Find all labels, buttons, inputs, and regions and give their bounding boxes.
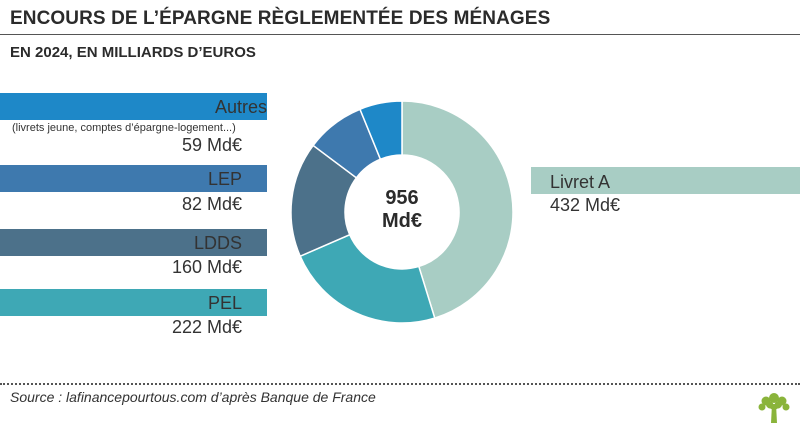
title-divider [0, 34, 800, 35]
chart-subtitle: EN 2024, EN MILLIARDS D’EUROS [10, 44, 256, 61]
chart-title: ENCOURS DE L’ÉPARGNE RÈGLEMENTÉE DES MÉN… [10, 8, 551, 29]
donut-slice-pel [299, 233, 436, 324]
total-value: 956 [385, 187, 419, 209]
value-pel: 222 Md€ [171, 317, 242, 337]
total-unit: Md€ [382, 210, 422, 232]
value-ldds: 160 Md€ [171, 257, 242, 277]
footer-divider [0, 383, 800, 385]
source-note: Source : lafinancepourtous.com d’après B… [10, 389, 376, 405]
donut-center-total: 956 Md€ [352, 187, 452, 233]
label-lep: LEP [207, 169, 242, 189]
label-livret-a: Livret A [550, 172, 611, 192]
label-autres: Autres [214, 97, 267, 117]
band-lep [0, 165, 267, 192]
band-pel [0, 289, 267, 316]
value-livret-a: 432 Md€ [550, 195, 621, 215]
value-lep: 82 Md€ [181, 194, 242, 214]
tree-icon [758, 393, 790, 423]
band-livret-a [531, 167, 800, 194]
band-autres [0, 93, 267, 120]
band-ldds [0, 229, 267, 256]
note-autres: (livrets jeune, comptes d’épargne-logeme… [12, 122, 236, 134]
donut-slice-livret-a [401, 100, 514, 320]
value-autres: 59 Md€ [181, 135, 242, 155]
donut-slice-autres [359, 100, 403, 161]
label-pel: PEL [207, 293, 242, 313]
label-ldds: LDDS [193, 233, 242, 253]
